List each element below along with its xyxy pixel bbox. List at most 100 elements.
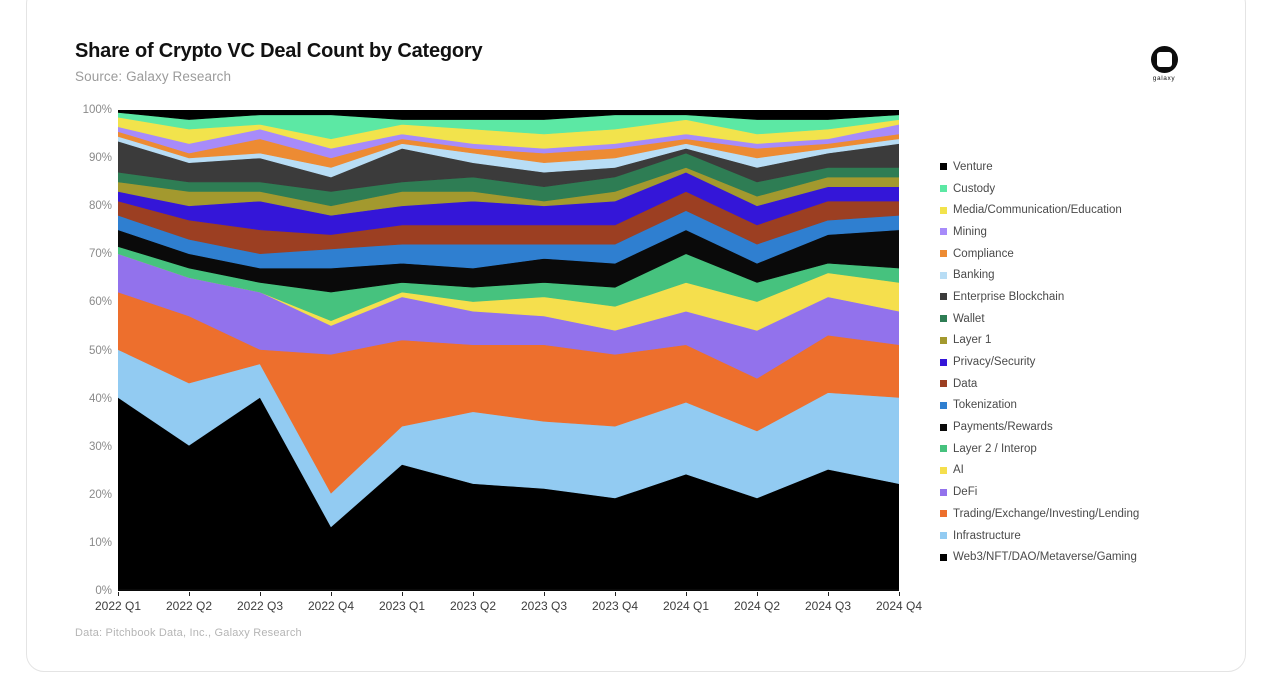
legend-item-layer-2-interop: Layer 2 / Interop [940,438,1139,460]
legend-item-wallet: Wallet [940,308,1139,330]
legend-label: Tokenization [953,399,1017,412]
y-tick-label: 60% [88,296,112,309]
x-tick-label: 2022 Q2 [165,599,213,613]
y-tick-label: 50% [88,344,112,357]
y-tick-label: 80% [88,200,112,213]
legend-label: Data [953,377,978,390]
x-tick-mark [118,592,119,596]
x-tick-label: 2022 Q1 [94,599,142,613]
legend-swatch-icon [940,510,947,518]
x-tick-mark [189,592,190,596]
legend-swatch-icon [940,488,947,496]
legend-label: Web3/NFT/DAO/Metaverse/Gaming [953,551,1137,564]
x-tick-label: 2023 Q1 [378,599,426,613]
x-tick-mark [402,592,403,596]
x-tick-mark [544,592,545,596]
legend-swatch-icon [940,358,947,366]
legend-label: Compliance [953,247,1014,260]
legend-item-defi: DeFi [940,481,1139,503]
y-tick-label: 20% [88,488,112,501]
legend-label: DeFi [953,486,978,499]
legend-swatch-icon [940,206,947,214]
y-tick-label: 70% [88,248,112,261]
legend-label: Wallet [953,312,985,325]
y-tick-label: 40% [88,392,112,405]
x-tick-label: 2024 Q4 [875,599,923,613]
x-tick-label: 2023 Q3 [520,599,568,613]
legend-item-tokenization: Tokenization [940,395,1139,417]
legend-swatch-icon [940,185,947,193]
legend-item-payments-rewards: Payments/Rewards [940,416,1139,438]
legend-swatch-icon [940,445,947,453]
galaxy-logo-icon [1150,46,1178,73]
legend-item-enterprise-blockchain: Enterprise Blockchain [940,286,1139,308]
legend-swatch-icon [940,380,947,388]
x-tick-mark [686,592,687,596]
legend-label: Trading/Exchange/Investing/Lending [953,507,1140,520]
legend-item-custody: Custody [940,178,1139,200]
x-tick-label: 2023 Q4 [591,599,639,613]
legend-item-compliance: Compliance [940,243,1139,265]
legend-label: Privacy/Security [953,356,1036,369]
x-tick-mark [899,592,900,596]
x-tick-mark [473,592,474,596]
source-subtitle: Source: Galaxy Research [75,69,232,84]
x-tick-mark [331,592,332,596]
galaxy-logo: galaxy [1146,46,1182,82]
legend-swatch-icon [940,336,947,344]
legend-item-layer-1: Layer 1 [940,330,1139,352]
chart-header: Share of Crypto VC Deal Count by Categor… [75,40,483,84]
y-tick-label: 30% [88,440,112,453]
legend-label: Venture [953,160,993,173]
legend-swatch-icon [940,466,947,474]
x-tick-mark [260,592,261,596]
galaxy-logo-word: galaxy [1152,75,1176,82]
legend-swatch-icon [940,315,947,323]
legend-swatch-icon [940,532,947,540]
legend-swatch-icon [940,163,947,171]
y-tick-label: 100% [82,104,112,116]
legend-label: Layer 1 [953,334,992,347]
x-tick-label: 2022 Q3 [236,599,284,613]
legend-item-ai: AI [940,460,1139,482]
x-tick-label: 2024 Q2 [733,599,781,613]
legend-item-privacy-security: Privacy/Security [940,351,1139,373]
stacked-area-svg [118,110,899,589]
x-tick-label: 2023 Q2 [449,599,497,613]
legend-label: AI [953,464,964,477]
x-tick-mark [615,592,616,596]
legend-item-trading-exchange-investing-lending: Trading/Exchange/Investing/Lending [940,503,1139,525]
x-tick-label: 2024 Q3 [804,599,852,613]
legend-label: Layer 2 / Interop [953,442,1037,455]
y-tick-label: 0% [95,585,112,597]
legend-item-web3-nft-dao-metaverse-gaming: Web3/NFT/DAO/Metaverse/Gaming [940,546,1139,568]
legend-swatch-icon [940,250,947,258]
legend-label: Mining [953,225,987,238]
legend-swatch-icon [940,553,947,561]
legend-label: Payments/Rewards [953,421,1053,434]
legend-item-data: Data [940,373,1139,395]
legend-swatch-icon [940,401,947,409]
x-tick-mark [757,592,758,596]
legend-label: Custody [953,182,996,195]
legend: Venture Custody Media/Communication/Educat… [940,156,1139,568]
y-tick-label: 90% [88,152,112,165]
legend-swatch-icon [940,271,947,279]
legend-item-mining: Mining [940,221,1139,243]
legend-item-banking: Banking [940,264,1139,286]
legend-swatch-icon [940,228,947,236]
legend-item-infrastructure: Infrastructure [940,525,1139,547]
area-venture [118,110,899,120]
footer-attribution: Data: Pitchbook Data, Inc., Galaxy Resea… [75,627,302,639]
x-tick-label: 2022 Q4 [307,599,355,613]
legend-item-media-communication-education: Media/Communication/Education [940,199,1139,221]
legend-item-venture: Venture [940,156,1139,178]
legend-label: Banking [953,269,995,282]
legend-swatch-icon [940,293,947,301]
plot-area [118,110,899,591]
legend-label: Enterprise Blockchain [953,290,1065,303]
y-tick-label: 10% [88,536,112,549]
page-title: Share of Crypto VC Deal Count by Categor… [75,40,483,62]
legend-label: Media/Communication/Education [953,204,1122,217]
x-tick-label: 2024 Q1 [662,599,710,613]
